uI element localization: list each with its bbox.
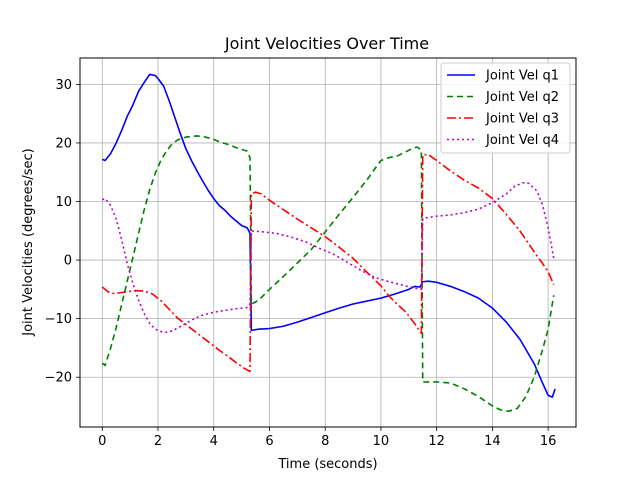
y-tick-label: 0 xyxy=(64,254,72,269)
x-tick-label: 0 xyxy=(98,434,106,449)
x-tick-label: 14 xyxy=(484,434,501,449)
legend-label: Joint Vel q1 xyxy=(485,69,559,84)
y-tick-label: 10 xyxy=(55,195,72,210)
x-axis: 0 2 4 6 8 10 12 14 16 xyxy=(98,427,556,449)
legend-label: Joint Vel q3 xyxy=(485,112,559,127)
y-axis-label: Joint Velocities (degrees/sec) xyxy=(21,148,36,336)
x-tick-label: 16 xyxy=(540,434,557,449)
y-tick-label: −20 xyxy=(45,371,72,386)
y-axis: −20 −10 0 10 20 30 xyxy=(45,78,80,386)
series-layer xyxy=(101,73,556,412)
x-tick-label: 8 xyxy=(321,434,329,449)
y-tick-label: 30 xyxy=(55,78,72,93)
series-line-q4 xyxy=(101,181,555,333)
x-tick-label: 10 xyxy=(373,434,390,449)
series-line-q2 xyxy=(101,135,555,412)
y-tick-label: −10 xyxy=(45,312,72,327)
series-line-q3 xyxy=(101,153,555,373)
x-tick-label: 12 xyxy=(428,434,445,449)
legend-label: Joint Vel q4 xyxy=(485,133,559,148)
legend: Joint Vel q1 Joint Vel q2 Joint Vel q3 Join… xyxy=(440,62,571,154)
y-tick-label: 20 xyxy=(55,136,72,151)
x-tick-label: 4 xyxy=(210,434,218,449)
x-axis-label: Time (seconds) xyxy=(277,457,377,472)
plot-frame xyxy=(79,57,577,428)
plot-area xyxy=(101,73,556,412)
legend-box xyxy=(440,62,571,154)
x-tick-label: 2 xyxy=(154,434,162,449)
chart-title: Joint Velocities Over Time xyxy=(224,34,429,53)
x-tick-label: 6 xyxy=(265,434,273,449)
legend-label: Joint Vel q2 xyxy=(485,90,559,105)
